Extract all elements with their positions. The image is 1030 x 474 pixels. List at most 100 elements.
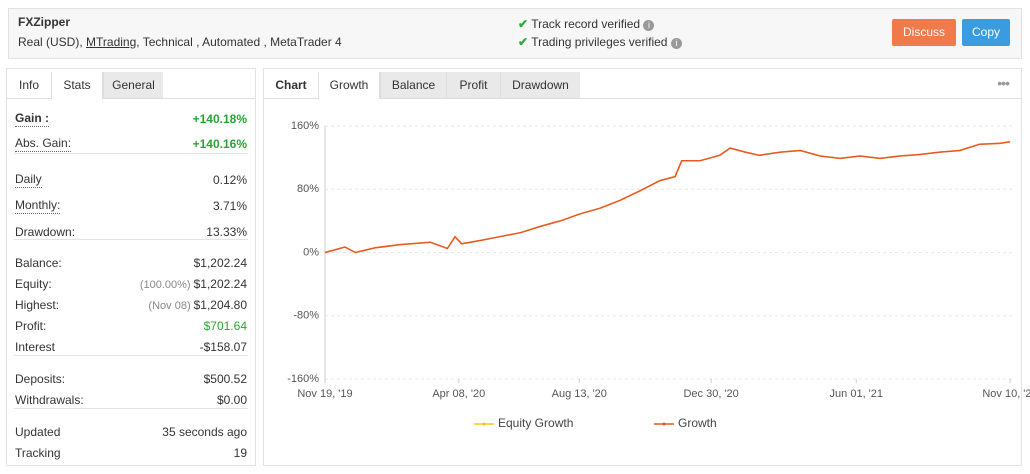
- info-icon[interactable]: i: [643, 20, 655, 31]
- stat-row: Monthly: 3.71%: [15, 196, 247, 216]
- x-tick-label: Apr 08, '20: [432, 388, 485, 400]
- stat-value: +140.18%: [192, 112, 247, 126]
- stat-value: -$158.07: [199, 340, 247, 354]
- stat-label: Drawdown:: [15, 225, 76, 239]
- y-tick-label: 160%: [291, 120, 319, 132]
- stat-row: Profit: $701.64: [15, 316, 247, 336]
- stat-value-wrap: 19: [234, 443, 247, 463]
- tab[interactable]: Growth: [318, 72, 380, 99]
- stat-label: Updated: [15, 425, 61, 439]
- y-tick-label: -80%: [293, 310, 319, 322]
- stat-label: Gain :: [15, 111, 50, 127]
- verified-text: Trading privileges verified: [531, 35, 668, 49]
- tab[interactable]: General: [103, 72, 163, 98]
- title: FXZipper: [18, 15, 71, 29]
- stat-row: Updated 35 seconds ago: [15, 422, 247, 442]
- stat-value: 3.71%: [212, 199, 247, 213]
- stat-label: Tracking: [15, 446, 61, 460]
- stat-value: $1,202.24: [193, 256, 247, 270]
- stat-value-wrap: +140.18%: [193, 109, 247, 129]
- subtitle: Real (USD), MTrading, Technical , Automa…: [18, 35, 342, 49]
- chart-panel: Chart Growth Balance Profit Drawdown •••: [263, 68, 1022, 466]
- stat-value: 35 seconds ago: [162, 425, 247, 439]
- series-line: [324, 140, 1011, 254]
- stat-label: Daily: [15, 172, 42, 188]
- tab-bar: Chart Growth Balance Profit Drawdown: [264, 72, 1021, 99]
- stat-value-wrap: +140.16%: [193, 134, 247, 154]
- x-tick-label: Nov 19, '19: [297, 388, 352, 400]
- tab[interactable]: Drawdown: [500, 72, 580, 98]
- stat-value-wrap: 13.33%: [206, 222, 247, 242]
- stat-label: Deposits:: [15, 372, 66, 386]
- stat-label: Equity:: [15, 277, 52, 291]
- verified-2: ✔ Trading privileges verified i: [518, 35, 682, 49]
- x-tick-label: Dec 30, '20: [683, 388, 738, 400]
- stat-value-wrap: $0.00: [217, 390, 247, 410]
- info-icon[interactable]: i: [670, 38, 682, 49]
- stat-value: $500.52: [203, 372, 247, 386]
- stat-value-wrap: 3.71%: [213, 196, 247, 216]
- legend-label: Equity Growth: [498, 416, 573, 430]
- stat-value-wrap: $500.52: [204, 369, 247, 389]
- tab[interactable]: Profit: [446, 72, 500, 98]
- discuss-button[interactable]: Discuss: [892, 19, 956, 46]
- stat-value-wrap: (Nov 08) $1,204.80: [148, 295, 247, 316]
- subtitle-part: , Technical , Automated , MetaTrader 4: [136, 35, 342, 49]
- stat-value: $1,202.24: [193, 277, 247, 291]
- stat-row: Withdrawals: $0.00: [15, 390, 247, 410]
- stat-row: Highest: (Nov 08) $1,204.80: [15, 295, 247, 315]
- stat-value-wrap: $701.64: [204, 316, 247, 336]
- tab[interactable]: Balance: [380, 72, 446, 98]
- legend-marker: [482, 422, 486, 426]
- stat-row: Interest -$158.07: [15, 337, 247, 357]
- separator: [14, 355, 248, 356]
- stat-value: 19: [233, 446, 247, 460]
- stats-panel: Info Stats General Gain : +140.18% Abs. Gain…: [6, 68, 256, 466]
- header: FXZipper Real (USD), MTrading, Technical…: [8, 8, 1022, 59]
- tab-bar: Info Stats General: [7, 72, 255, 99]
- check-icon: ✔: [518, 35, 529, 49]
- tab[interactable]: Chart: [275, 78, 307, 92]
- y-tick-label: 80%: [297, 183, 319, 195]
- separator: [14, 408, 248, 409]
- subtitle-part: Real (USD),: [18, 35, 83, 49]
- stat-value-wrap: -$158.07: [200, 337, 247, 357]
- stat-label: Monthly:: [15, 198, 61, 214]
- stat-label: Highest:: [15, 298, 60, 312]
- menu-dots[interactable]: •••: [997, 75, 1010, 91]
- stat-value: +140.16%: [192, 137, 247, 151]
- separator: [14, 153, 248, 154]
- stat-label: Profit:: [15, 319, 47, 333]
- stat-row: Drawdown: 13.33%: [15, 222, 247, 242]
- broker-link[interactable]: MTrading: [86, 35, 137, 49]
- stat-note: (Nov 08): [148, 300, 191, 312]
- x-tick-label: Aug 13, '20: [552, 388, 607, 400]
- check-icon: ✔: [518, 17, 529, 31]
- verified-text: Track record verified: [531, 17, 641, 31]
- stat-label: Abs. Gain:: [15, 136, 72, 152]
- legend-marker: [662, 422, 666, 426]
- y-tick-label: -160%: [287, 373, 319, 385]
- stat-row: Equity: (100.00%) $1,202.24: [15, 274, 247, 294]
- y-tick-label: 0%: [303, 246, 319, 258]
- separator: [14, 239, 248, 240]
- tab[interactable]: Stats: [51, 72, 103, 99]
- stat-value-wrap: (100.00%) $1,202.24: [140, 274, 247, 295]
- stat-label: Balance:: [15, 256, 62, 270]
- legend-label: Growth: [678, 416, 717, 430]
- stat-label: Withdrawals:: [15, 393, 84, 407]
- series-line: [324, 140, 1011, 254]
- stat-value: $0.00: [216, 393, 247, 407]
- copy-button[interactable]: Copy: [962, 19, 1010, 46]
- stat-row: Tracking 19: [15, 443, 247, 463]
- stat-value: $701.64: [203, 319, 247, 333]
- stat-note: (100.00%): [139, 279, 191, 291]
- tab[interactable]: Info: [18, 78, 39, 92]
- stat-value-wrap: $1,202.24: [194, 253, 247, 273]
- stat-row: Deposits: $500.52: [15, 369, 247, 389]
- stat-row: Balance: $1,202.24: [15, 253, 247, 273]
- stat-value: 13.33%: [206, 225, 247, 239]
- stat-row: Abs. Gain: +140.16%: [15, 134, 247, 154]
- stat-value: $1,204.80: [193, 298, 247, 312]
